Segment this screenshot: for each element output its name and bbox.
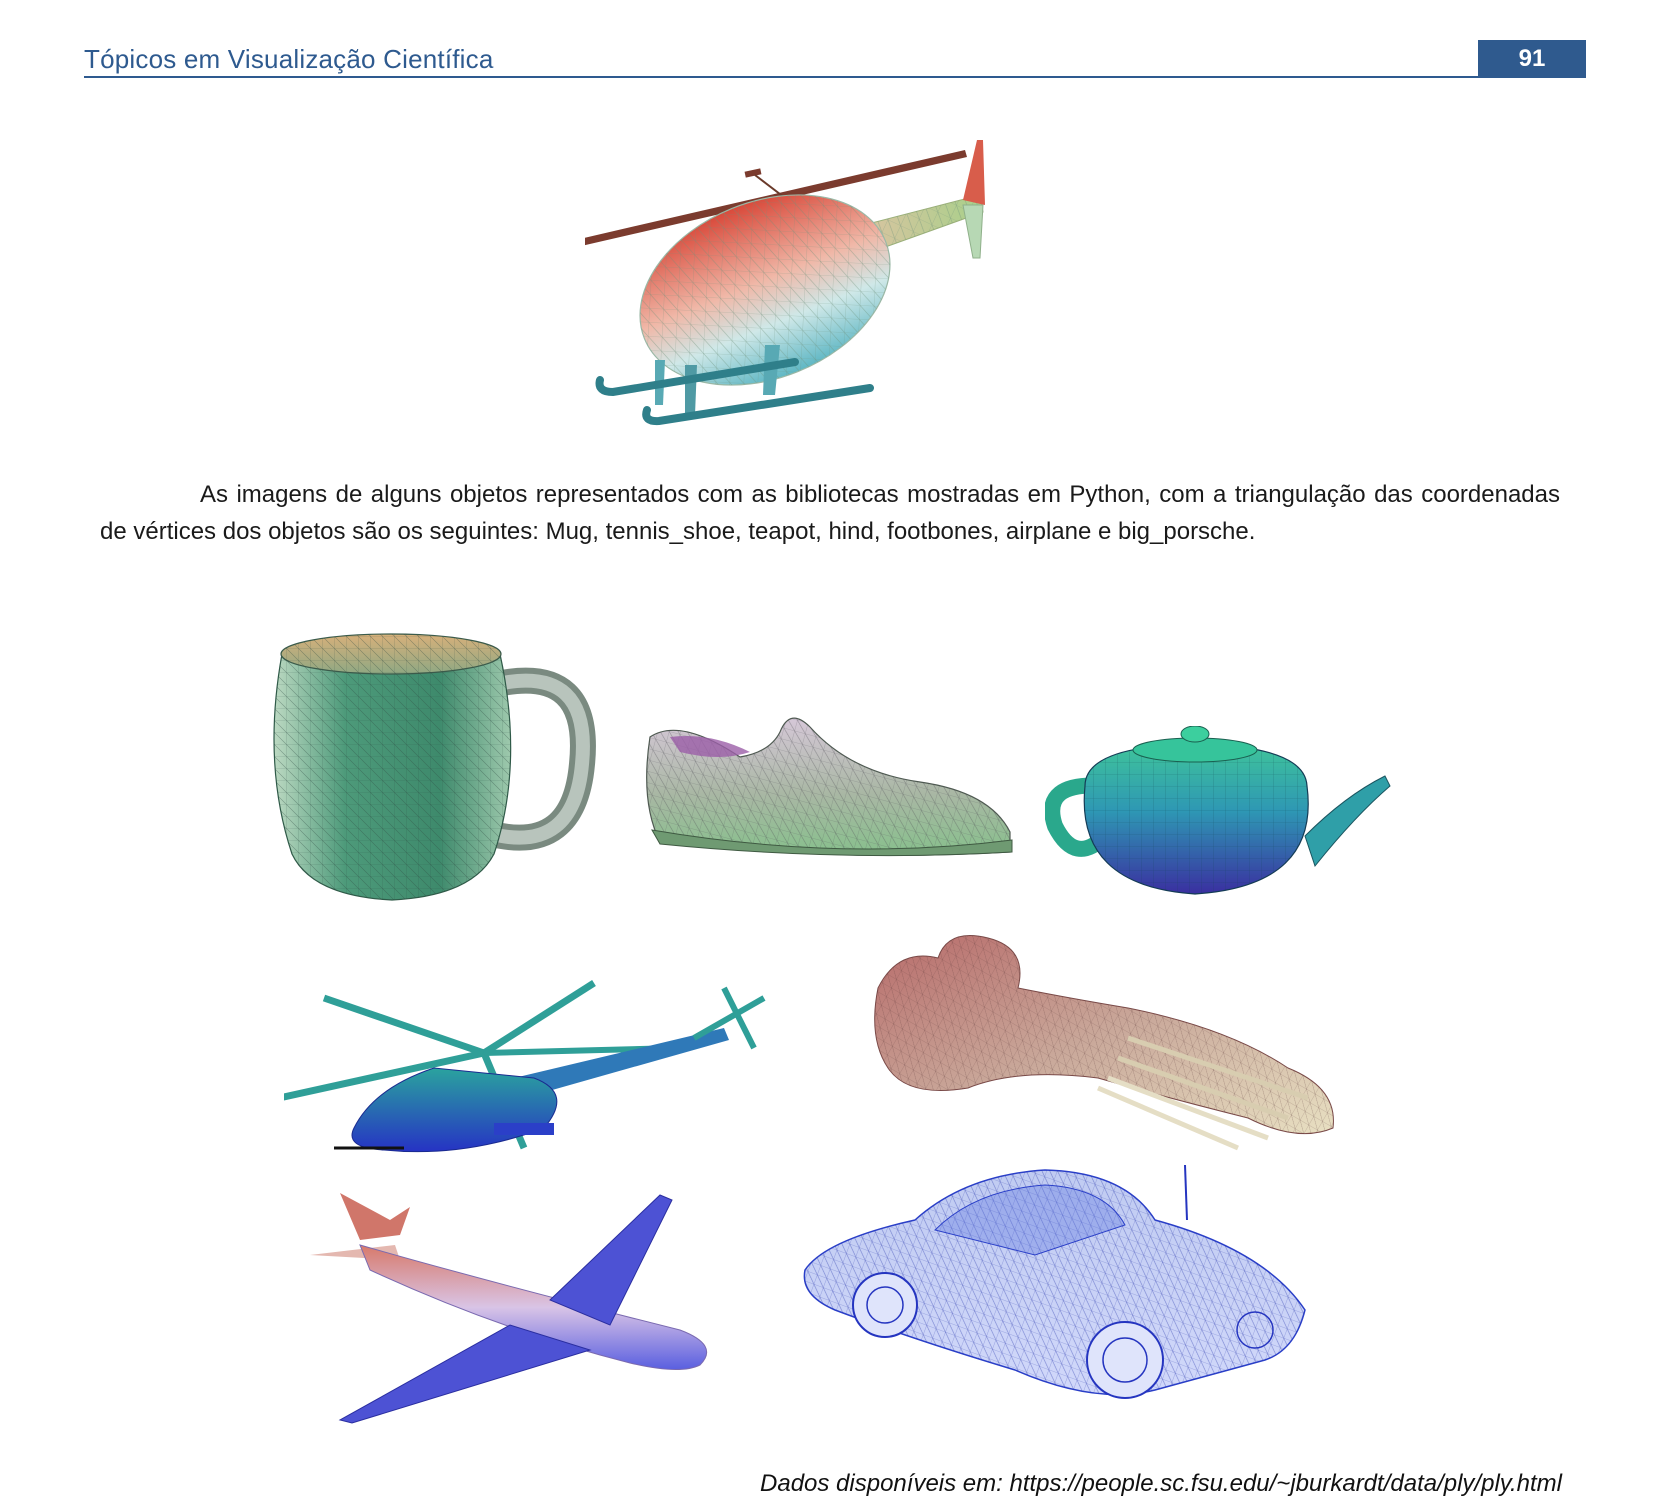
teapot-figure (1045, 726, 1405, 916)
hind-helicopter-figure (284, 968, 804, 1198)
footbones-figure (868, 928, 1368, 1168)
airplane-figure (300, 1185, 740, 1430)
helicopter-mesh-icon (585, 140, 985, 426)
header-rule (84, 76, 1586, 78)
mug-mesh-icon (273, 633, 596, 901)
teapot-mesh-icon (1045, 726, 1391, 895)
footbones-mesh-icon (874, 935, 1334, 1151)
tennis-shoe-figure (640, 712, 1030, 912)
mug-figure (262, 624, 612, 914)
source-citation: Dados disponíveis em: https://people.sc.… (760, 1470, 1562, 1497)
porsche-car-figure (795, 1160, 1315, 1420)
helicopter-figure (585, 140, 1065, 460)
page-number-badge: 91 (1478, 40, 1586, 78)
hind-helicopter-mesh-icon (284, 980, 766, 1153)
porsche-car-mesh-icon (803, 1164, 1306, 1399)
header-title: Tópicos em Visualização Científica (84, 44, 494, 74)
body-paragraph: As imagens de alguns objetos representad… (100, 481, 1560, 545)
airplane-mesh-icon (310, 1193, 708, 1424)
tennis-shoe-mesh-icon (646, 717, 1013, 857)
